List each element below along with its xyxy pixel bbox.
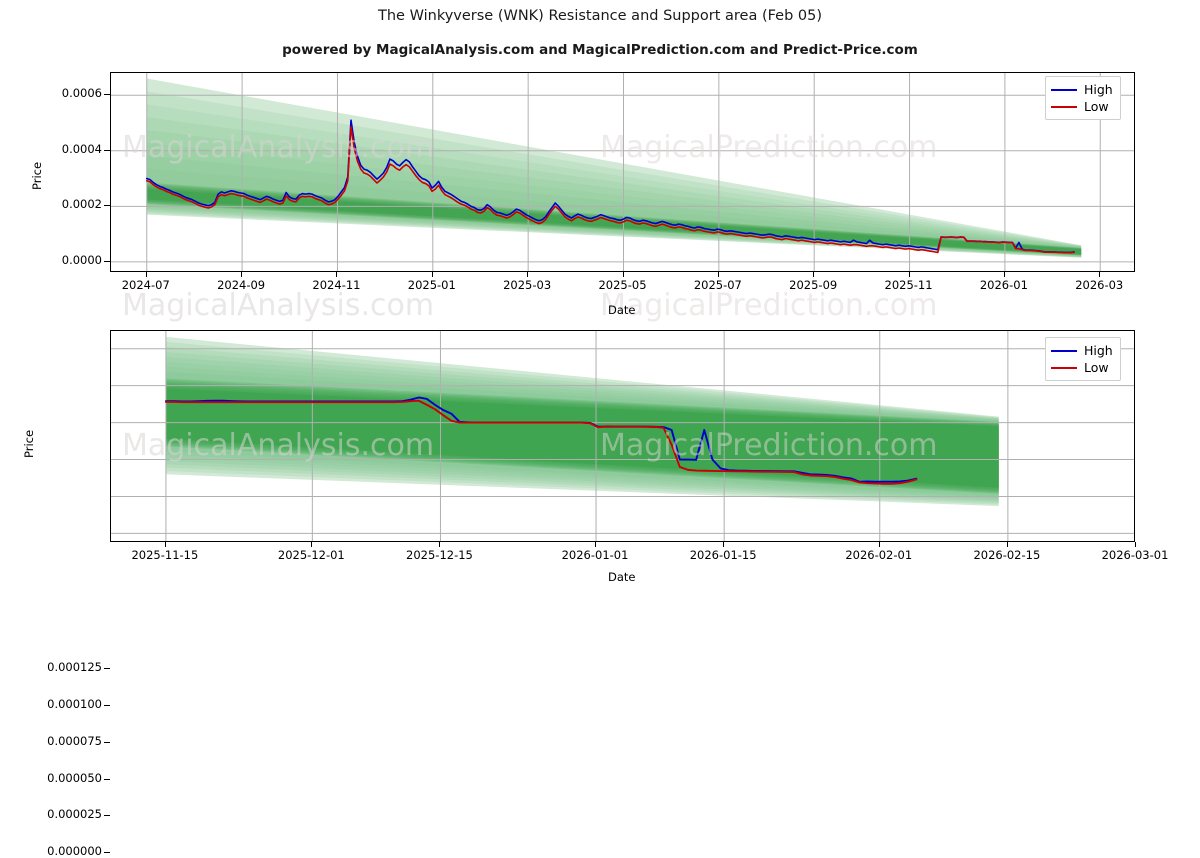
zoom-x-tick: 2026-03-01 [1101,548,1169,562]
overview-y-tick: 0.0006 [61,86,102,101]
overview-x-axis-label: Date [608,303,636,317]
overview-x-tickmark [527,272,529,277]
zoom-x-tickmark [878,542,880,547]
zoom-x-tick: 2026-01-15 [689,548,757,562]
overview-y-tickmark [104,260,110,262]
overview-x-tick: 2026-01 [979,278,1028,292]
overview-x-tick: 2024-09 [217,278,266,292]
zoom-y-tick: 0.000075 [47,733,102,748]
legend-row-low: Low [1051,98,1113,115]
zoom-y-tickmark [104,741,110,743]
overview-x-tickmark [1003,272,1005,277]
overview-x-tickmark [431,272,433,277]
overview-plot-svg [111,73,1134,271]
zoom-legend: High Low [1045,337,1121,381]
zoom-y-tick: 0.000125 [47,659,102,674]
watermark-left-top-lower: MagicalAnalysis.com [122,288,435,323]
zoom-x-tick: 2025-11-15 [131,548,199,562]
legend-swatch-high [1051,88,1077,91]
overview-x-tick: 2025-01 [407,278,456,292]
zoom-x-tickmark [439,542,441,547]
zoom-x-tick: 2025-12-15 [406,548,473,562]
overview-x-tickmark [145,272,147,277]
legend-swatch-high [1051,349,1077,352]
zoom-x-tick: 2026-02-15 [973,548,1041,562]
overview-plot-area [110,72,1135,272]
watermark-right-top-lower: MagicalPrediction.com [600,288,938,323]
legend-label-high: High [1084,82,1113,97]
zoom-x-tick: 2025-12-01 [277,548,345,562]
zoom-x-axis-label: Date [608,570,636,584]
legend-swatch-low [1051,366,1077,369]
zoom-x-tick: 2026-01-01 [561,548,629,562]
overview-x-tickmark [908,272,910,277]
zoom-plot-svg [111,331,1134,541]
overview-x-tickmark [717,272,719,277]
overview-x-tickmark [622,272,624,277]
zoom-x-tickmark [1135,542,1136,547]
zoom-x-tickmark [595,542,597,547]
overview-x-tick: 2024-11 [312,278,361,292]
zoom-y-tickmark [104,778,110,780]
zoom-x-tick: 2026-02-01 [845,548,913,562]
overview-y-tickmark [104,94,110,96]
zoom-chart-panel: MagicalAnalysis.com MagicalPrediction.co… [0,320,1200,858]
legend-label-low: Low [1084,360,1109,375]
zoom-y-tickmark [104,852,110,854]
zoom-y-axis-label: Price [22,429,36,458]
legend-label-high: High [1084,343,1113,358]
overview-x-tick: 2024-07 [121,278,170,292]
zoom-y-tick: 0.000000 [47,844,102,858]
overview-y-tick: 0.0004 [61,141,102,156]
overview-y-tickmark [104,149,110,151]
zoom-y-tick: 0.000025 [47,807,102,822]
overview-x-tickmark [336,272,338,277]
overview-y-tickmark [104,205,110,207]
overview-x-tick: 2026-03 [1075,278,1124,292]
overview-y-tick: 0.0002 [61,197,102,212]
legend-swatch-low [1051,105,1077,108]
overview-x-tickmark [1099,272,1101,277]
zoom-x-tickmark [311,542,313,547]
zoom-y-tick: 0.000100 [47,696,102,711]
legend-row-low-zoom: Low [1051,359,1113,376]
zoom-x-tickmark [164,542,166,547]
zoom-y-tick: 0.000050 [47,770,102,785]
overview-legend: High Low [1045,76,1121,120]
legend-row-high: High [1051,81,1113,98]
overview-chart-panel: MagicalAnalysis.com MagicalPrediction.co… [0,0,1200,323]
overview-x-tickmark [813,272,815,277]
zoom-x-tickmark [723,542,725,547]
zoom-y-tickmark [104,815,110,817]
page-title: The Winkyverse (WNK) Resistance and Supp… [378,8,822,24]
legend-row-high-zoom: High [1051,342,1113,359]
zoom-y-tickmark [104,667,110,669]
overview-x-tickmark [241,272,243,277]
overview-y-axis-label: Price [30,161,44,190]
overview-x-tick: 2025-03 [503,278,552,292]
overview-x-tick: 2025-07 [693,278,742,292]
legend-label-low: Low [1084,99,1109,114]
overview-x-tick: 2025-05 [598,278,647,292]
overview-y-tick: 0.0000 [61,252,102,267]
overview-x-tick: 2025-11 [884,278,933,292]
zoom-x-tickmark [1006,542,1008,547]
zoom-y-tickmark [104,704,110,706]
page-subtitle: powered by MagicalAnalysis.com and Magic… [282,42,918,58]
zoom-plot-area [110,330,1135,542]
overview-x-tick: 2025-09 [789,278,838,292]
